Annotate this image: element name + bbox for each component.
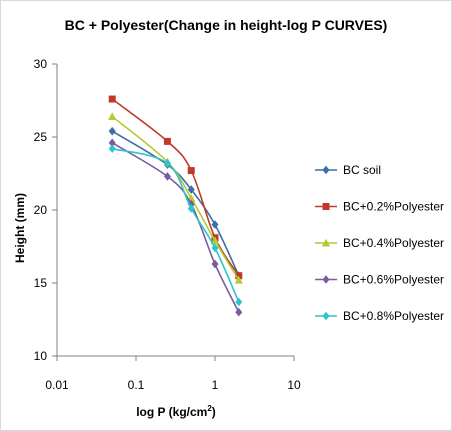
data-point — [235, 297, 243, 307]
data-point — [163, 172, 171, 181]
series-layer — [108, 95, 243, 317]
data-point — [234, 275, 243, 284]
data-point — [108, 126, 116, 136]
chart-title: BC + Polyester(Change in height-log P CU… — [65, 17, 388, 33]
legend: BC soil BC+0.2%Polyester BC+0.4%Polyester B… — [315, 163, 444, 323]
data-point — [210, 236, 220, 245]
data-point — [235, 272, 243, 280]
x-tick-label: 1 — [212, 378, 219, 392]
data-point — [108, 138, 116, 148]
legend-label: BC soil — [343, 163, 381, 177]
series-line — [112, 147, 240, 303]
data-point — [108, 144, 116, 153]
legend-item: BC+0.4%Polyester — [315, 236, 444, 250]
legend-item: BC+0.8%Polyester — [315, 309, 444, 323]
y-tick-label: 25 — [34, 130, 48, 144]
legend-marker — [321, 238, 331, 247]
data-point — [187, 167, 195, 175]
series-5 — [108, 144, 243, 307]
legend-item: BC+0.2%Polyester — [315, 200, 444, 214]
x-axis-title-end: ) — [212, 405, 216, 419]
series-3 — [108, 112, 243, 284]
y-ticks: 10 15 20 25 30 — [34, 57, 57, 363]
data-point — [235, 307, 243, 317]
legend-label: BC+0.2%Polyester — [343, 200, 444, 214]
x-ticks: 0.01 0.1 1 10 — [45, 356, 301, 392]
x-tick-label: 10 — [287, 378, 301, 392]
data-point — [163, 158, 171, 168]
y-axis-title: Height (mm) — [13, 193, 27, 263]
y-tick-label: 10 — [34, 349, 48, 363]
data-point — [163, 137, 171, 145]
x-axis-title-sup: 2 — [207, 404, 212, 413]
y-tick-label: 15 — [34, 276, 48, 290]
series-line — [111, 115, 240, 281]
series-1 — [108, 126, 243, 280]
legend-item: BC+0.6%Polyester — [315, 273, 444, 287]
data-point — [211, 220, 219, 229]
x-axis-title-main: log P (kg/cm — [136, 405, 207, 419]
series-line — [111, 130, 240, 277]
x-axis-title: log P (kg/cm2) — [136, 404, 216, 419]
data-point — [211, 243, 219, 253]
x-tick-label: 0.1 — [128, 378, 145, 392]
legend-label: BC+0.4%Polyester — [343, 236, 444, 250]
legend-marker — [322, 275, 330, 284]
data-point — [211, 259, 219, 269]
data-point — [187, 185, 195, 194]
legend-marker — [322, 311, 330, 321]
data-point — [187, 204, 195, 213]
y-tick-label: 20 — [34, 203, 48, 217]
legend-marker — [322, 165, 330, 175]
series-4 — [108, 138, 243, 317]
y-tick-label: 30 — [34, 57, 48, 71]
series-line — [111, 142, 240, 313]
legend-marker — [322, 203, 330, 210]
x-tick-label: 0.01 — [45, 378, 69, 392]
legend-label: BC+0.6%Polyester — [343, 273, 444, 287]
data-point — [108, 112, 117, 121]
legend-label: BC+0.8%Polyester — [343, 309, 444, 323]
legend-item: BC soil — [315, 163, 381, 177]
data-point — [108, 95, 116, 103]
